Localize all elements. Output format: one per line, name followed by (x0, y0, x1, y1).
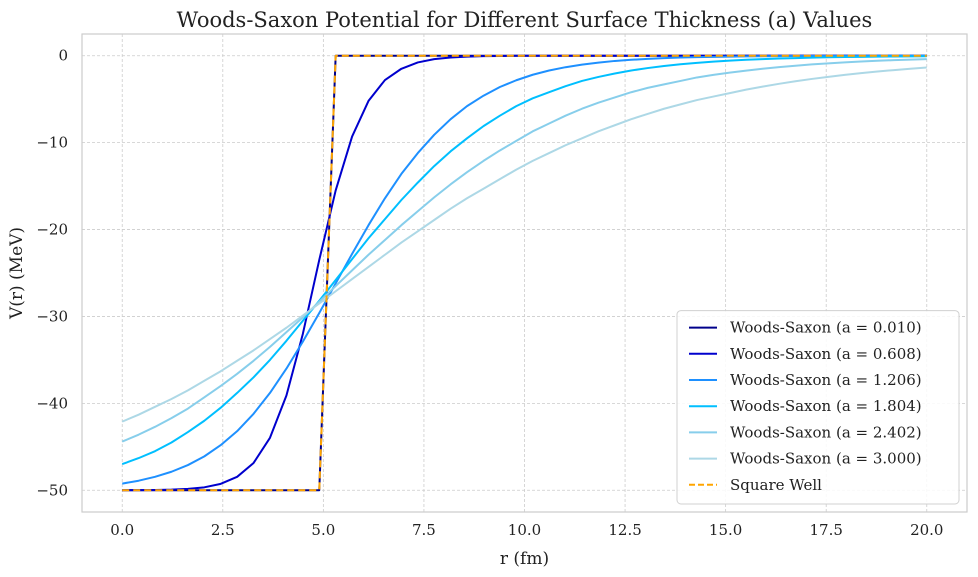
series-line-5 (121, 66, 927, 423)
legend-entry-label: Square Well (730, 476, 822, 494)
legend-entry-label: Woods-Saxon (a = 1.206) (730, 371, 922, 389)
y-tick-label: −50 (36, 481, 68, 499)
series-line-2 (122, 54, 927, 485)
y-tick-label: −20 (36, 221, 68, 239)
x-tick-label: 15.0 (709, 521, 742, 539)
chart-title: Woods-Saxon Potential for Different Surf… (177, 8, 873, 32)
x-tick-labels: 0.0 2.5 5.0 7.5 10.0 12.5 15.0 17.5 20.0 (110, 521, 943, 539)
y-tick-label: −40 (36, 394, 68, 412)
series-layer (121, 54, 927, 492)
legend-entry-label: Woods-Saxon (a = 0.608) (730, 345, 922, 363)
series-line-3 (121, 55, 927, 466)
legend-entry-label: Woods-Saxon (a = 0.010) (730, 319, 922, 337)
plot-frame (81, 33, 968, 513)
y-tick-label: −30 (36, 307, 68, 325)
y-tick-label: 0 (58, 47, 68, 65)
legend-entry-label: Woods-Saxon (a = 3.000) (730, 450, 922, 468)
x-tick-label: 5.0 (311, 521, 335, 539)
x-tick-label: 12.5 (608, 521, 641, 539)
legend-box (676, 310, 960, 505)
y-axis-label: V(r) (MeV) (7, 227, 27, 320)
y-tick-label: −10 (36, 134, 68, 152)
y-tick-labels: 0 −10 −20 −30 −40 −50 (36, 47, 68, 500)
legend-entry-label: Woods-Saxon (a = 1.804) (730, 397, 922, 415)
x-tick-label: 0.0 (110, 521, 134, 539)
x-tick-label: 2.5 (211, 521, 235, 539)
x-tick-label: 20.0 (910, 521, 943, 539)
x-tick-label: 7.5 (412, 521, 436, 539)
x-tick-label: 10.0 (508, 521, 541, 539)
legend: Woods-Saxon (a = 0.010) Woods-Saxon (a = … (676, 310, 960, 505)
x-tick-label: 17.5 (810, 521, 843, 539)
legend-entry-label: Woods-Saxon (a = 2.402) (730, 423, 922, 441)
series-line-4 (121, 58, 927, 443)
series-line-6 (122, 54, 927, 492)
x-axis-label: r (fm) (500, 549, 549, 569)
